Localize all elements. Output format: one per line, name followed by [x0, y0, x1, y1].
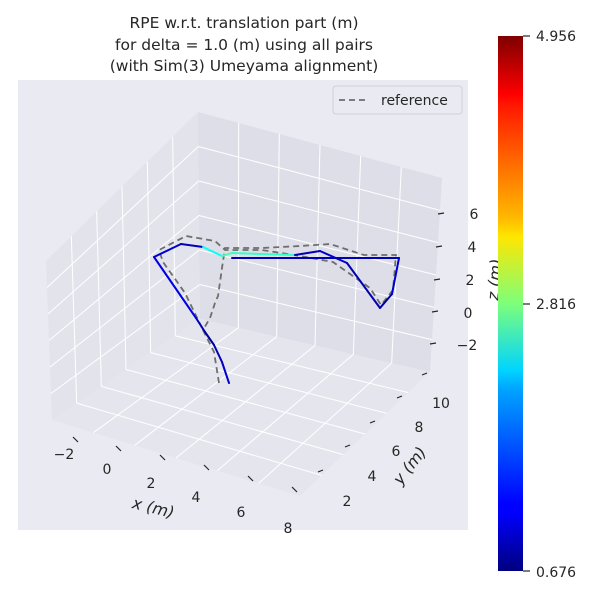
x-tick-label: 4: [192, 490, 201, 506]
z-tick-label: 4: [468, 240, 477, 256]
x-tick-mark: [72, 436, 79, 443]
trajectory-segment: [195, 317, 206, 333]
x-tick-label: 2: [147, 476, 156, 492]
trajectory-segment: [180, 243, 204, 248]
x-tick-label: 0: [103, 462, 112, 478]
z-tick-label: 2: [466, 273, 475, 289]
z-tick-label: −2: [457, 338, 478, 354]
trajectory-segment: [204, 331, 215, 346]
z-tick-mark: [429, 342, 437, 345]
y-tick-mark: [344, 444, 351, 448]
z-tick-mark: [433, 278, 441, 281]
trajectory-segment: [294, 250, 321, 256]
y-tick-mark: [396, 395, 403, 399]
x-tick-mark: [159, 454, 166, 461]
chart-title-line-1: RPE w.r.t. translation part (m): [129, 14, 358, 32]
z-tick-mark: [431, 310, 439, 313]
x-tick-mark: [291, 486, 298, 493]
legend-box: [332, 85, 463, 115]
reference-trajectory: [157, 235, 397, 384]
trajectory-segment: [153, 243, 182, 258]
colorbar: 4.956 2.816 0.676: [498, 29, 576, 581]
x-tick-mark: [247, 475, 254, 482]
chart-title-line-2: for delta = 1.0 (m) using all pairs: [115, 36, 373, 54]
colorbar-gradient: [498, 36, 523, 571]
trajectory-segment: [346, 262, 381, 309]
colorbar-label-mid: 2.816: [536, 297, 576, 313]
x-tick-label: 8: [284, 521, 293, 537]
y-tick-label: 8: [415, 420, 424, 436]
trajectory-segment: [231, 252, 296, 256]
y-tick-mark: [317, 469, 324, 473]
trajectory-segment: [221, 252, 233, 257]
y-tick-mark: [369, 420, 376, 424]
z-tick-label: 0: [464, 306, 473, 322]
trajectory-segment: [221, 361, 230, 384]
y-tick-label: 10: [432, 396, 450, 412]
trajectory-segment: [379, 293, 393, 309]
z-tick-mark: [435, 245, 443, 248]
z-tick-mark: [437, 212, 445, 215]
y-tick-label: 6: [392, 444, 401, 460]
y-tick-label: 4: [368, 469, 377, 485]
x-tick-mark: [203, 464, 210, 471]
trajectory-segment: [153, 256, 197, 319]
y-tick-label: 2: [343, 494, 352, 510]
z-tick-label: 6: [470, 207, 479, 223]
colorbar-label-min: 0.676: [536, 565, 576, 581]
grid-line: [50, 284, 200, 394]
x-tick-mark: [115, 445, 122, 452]
chart-title-line-3: (with Sim(3) Umeyama alignment): [110, 57, 379, 75]
x-tick-label: 6: [237, 505, 246, 521]
estimated-trajectory: [153, 243, 400, 384]
y-tick-mark: [421, 372, 428, 376]
legend-label-reference: reference: [381, 93, 448, 109]
trajectory-segment: [391, 257, 400, 295]
pane-floor: [52, 319, 430, 496]
x-tick-label: −2: [54, 447, 75, 463]
legend: reference: [332, 85, 463, 115]
trajectory-segment: [202, 246, 223, 257]
colorbar-label-max: 4.956: [536, 29, 576, 45]
pane-left: [46, 112, 200, 420]
trajectory-segment: [213, 344, 223, 363]
grid-line: [199, 284, 433, 341]
